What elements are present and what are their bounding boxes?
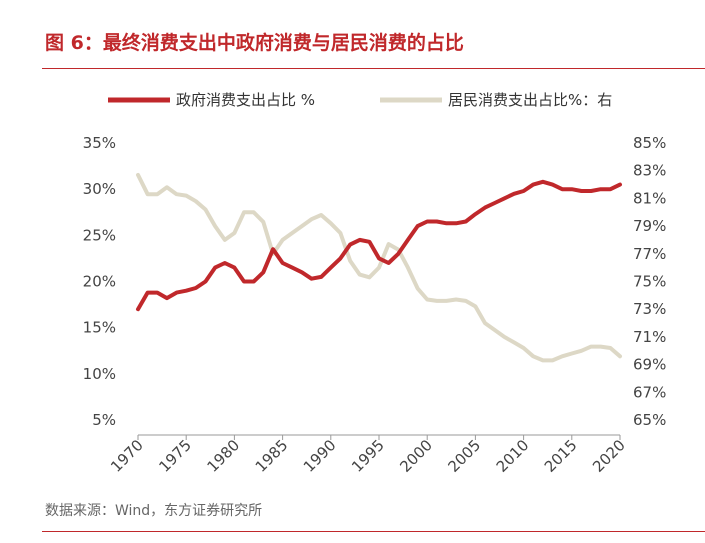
y-left-tick-label: 15% (83, 319, 116, 337)
x-tick-label: 2010 (493, 436, 533, 476)
y-left-tick-label: 10% (83, 365, 116, 383)
footer-rule (42, 531, 705, 532)
x-tick-label: 1980 (203, 436, 243, 476)
y-right-tick-label: 77% (633, 245, 666, 263)
data-source: 数据来源：Wind，东方证券研究所 (45, 503, 263, 519)
x-tick-label: 1990 (300, 436, 340, 476)
y-left-tick-label: 30% (83, 180, 116, 198)
y-right-tick-label: 73% (633, 300, 666, 318)
y-right-tick-label: 69% (633, 356, 666, 374)
x-tick-label: 1975 (155, 436, 195, 476)
plot-lines (136, 172, 622, 363)
series-line-government (136, 179, 622, 312)
y-left-tick-label: 20% (83, 273, 116, 291)
legend-item-resident-label: 居民消费支出占比%：右 (448, 91, 612, 109)
y-left-tick-label: 25% (83, 226, 116, 244)
legend: 政府消费支出占比 % 居民消费支出占比%：右 (108, 91, 612, 109)
y-right-tick-label: 81% (633, 189, 666, 207)
chart-title: 图 6：最终消费支出中政府消费与居民消费的占比 (45, 32, 464, 54)
series-line-resident (136, 172, 622, 363)
x-tick-label: 2005 (444, 436, 484, 476)
x-tick-label: 2000 (396, 436, 436, 476)
y-left-tick-label: 5% (92, 411, 116, 429)
x-tick-label: 1985 (252, 436, 292, 476)
y-right-tick-label: 75% (633, 273, 666, 291)
legend-item-government-label: 政府消费支出占比 % (176, 91, 315, 109)
x-tick-label: 1995 (348, 436, 388, 476)
axes: 35% 30% 25% 20% 15% 10% 5% 85% 83% 81% 79% 77% 75% 73… (83, 134, 667, 476)
x-tick-label: 1970 (107, 436, 147, 476)
x-tick-label: 2015 (541, 436, 581, 476)
title-rule (42, 68, 705, 69)
y-left-tick-label: 35% (83, 134, 116, 152)
y-right-tick-label: 79% (633, 217, 666, 235)
y-right-tick-label: 71% (633, 328, 666, 346)
y-right-tick-label: 65% (633, 411, 666, 429)
y-right-tick-label: 83% (633, 162, 666, 180)
y-right-tick-label: 67% (633, 383, 666, 401)
x-tick-label: 2020 (589, 436, 629, 476)
y-right-tick-label: 85% (633, 134, 666, 152)
